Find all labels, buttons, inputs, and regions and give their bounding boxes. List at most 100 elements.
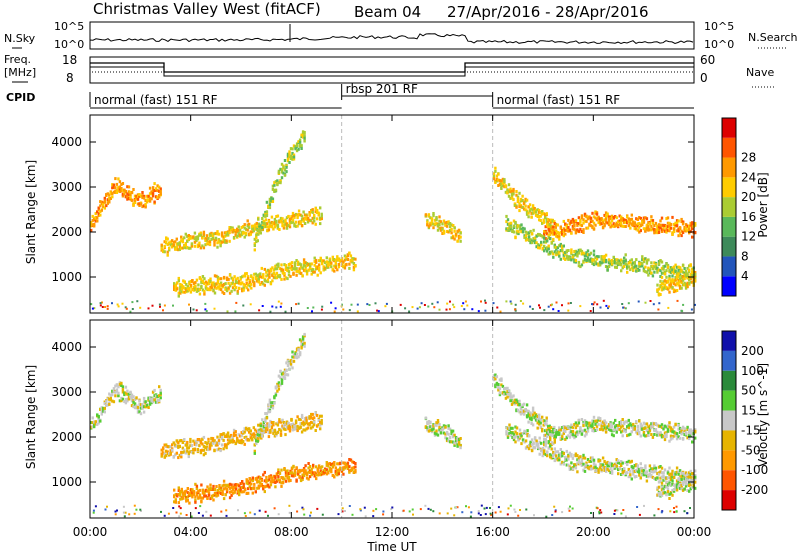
data-pixel — [626, 420, 629, 424]
data-pixel — [595, 467, 599, 471]
data-pixel — [189, 283, 193, 287]
data-pixel — [235, 280, 238, 283]
data-pixel — [275, 276, 279, 280]
data-pixel — [166, 243, 169, 246]
data-pixel — [411, 306, 414, 309]
data-pixel — [657, 432, 661, 436]
data-pixel — [198, 488, 202, 492]
data-pixel — [260, 478, 263, 482]
data-pixel — [559, 225, 562, 229]
data-pixel — [248, 226, 251, 230]
data-pixel — [591, 425, 594, 429]
data-pixel — [506, 427, 510, 431]
data-pixel — [438, 423, 441, 426]
data-pixel — [234, 430, 237, 434]
data-pixel — [212, 283, 215, 287]
data-pixel — [275, 220, 278, 224]
data-pixel — [624, 253, 627, 257]
data-pixel — [270, 401, 273, 405]
data-pixel — [564, 232, 567, 236]
data-pixel — [589, 224, 593, 228]
data-pixel — [283, 168, 287, 172]
data-pixel — [674, 276, 677, 279]
data-pixel — [257, 423, 260, 427]
data-pixel — [250, 482, 253, 486]
data-pixel — [154, 400, 158, 404]
data-pixel — [538, 419, 541, 423]
data-pixel — [665, 432, 668, 436]
data-pixel — [162, 249, 165, 253]
data-pixel — [453, 441, 456, 445]
data-pixel — [305, 262, 309, 265]
data-pixel — [678, 273, 682, 277]
data-pixel — [247, 288, 250, 292]
data-pixel — [186, 443, 189, 447]
data-pixel — [518, 227, 522, 231]
data-pixel — [283, 273, 286, 277]
data-pixel — [430, 218, 434, 222]
data-pixel — [663, 229, 667, 233]
data-pixel — [608, 305, 610, 308]
data-pixel — [547, 425, 550, 429]
data-pixel — [250, 486, 253, 490]
data-pixel — [173, 488, 176, 492]
data-pixel — [612, 256, 615, 259]
data-pixel — [577, 418, 581, 422]
data-pixel — [223, 435, 227, 438]
data-pixel — [588, 421, 591, 425]
data-pixel — [659, 226, 662, 230]
data-pixel — [148, 400, 152, 404]
data-pixel — [308, 465, 312, 468]
data-pixel — [589, 216, 593, 220]
data-pixel — [317, 213, 320, 217]
data-pixel — [500, 378, 503, 382]
data-pixel — [273, 217, 277, 221]
data-pixel — [274, 188, 278, 192]
data-pixel — [247, 283, 250, 287]
data-pixel — [313, 256, 316, 260]
data-pixel — [236, 291, 239, 295]
data-pixel — [179, 493, 182, 497]
data-pixel — [150, 399, 153, 403]
data-pixel — [268, 485, 271, 489]
data-pixel — [108, 402, 111, 406]
data-pixel — [269, 483, 273, 487]
data-pixel — [242, 231, 245, 235]
data-pixel — [175, 444, 178, 448]
data-pixel — [342, 472, 345, 476]
data-pixel — [240, 441, 243, 445]
data-pixel — [509, 395, 512, 399]
data-pixel — [629, 469, 632, 473]
data-pixel — [297, 348, 300, 352]
data-pixel — [349, 259, 353, 263]
data-pixel — [91, 218, 94, 222]
data-pixel — [432, 226, 435, 230]
data-pixel — [607, 464, 611, 468]
data-pixel — [299, 265, 303, 269]
data-pixel — [242, 486, 245, 490]
data-pixel — [333, 463, 336, 467]
data-pixel — [614, 462, 617, 466]
data-pixel — [497, 384, 500, 388]
data-pixel — [189, 488, 193, 492]
figure-title: Christmas Valley West (fitACF) — [93, 0, 321, 18]
data-pixel — [606, 425, 609, 429]
data-pixel — [567, 309, 570, 312]
data-pixel — [220, 240, 224, 244]
data-pixel — [618, 222, 621, 226]
data-pixel — [534, 414, 538, 418]
data-pixel — [532, 228, 535, 232]
data-pixel — [580, 463, 584, 467]
data-pixel — [237, 231, 240, 235]
data-pixel — [538, 452, 541, 456]
data-pixel — [352, 268, 356, 272]
data-pixel — [144, 400, 147, 404]
data-pixel — [526, 445, 529, 449]
data-pixel — [538, 416, 541, 420]
data-pixel — [222, 240, 225, 244]
data-pixel — [533, 207, 536, 210]
data-pixel — [262, 213, 265, 217]
data-pixel — [552, 252, 555, 256]
data-pixel — [528, 411, 532, 415]
